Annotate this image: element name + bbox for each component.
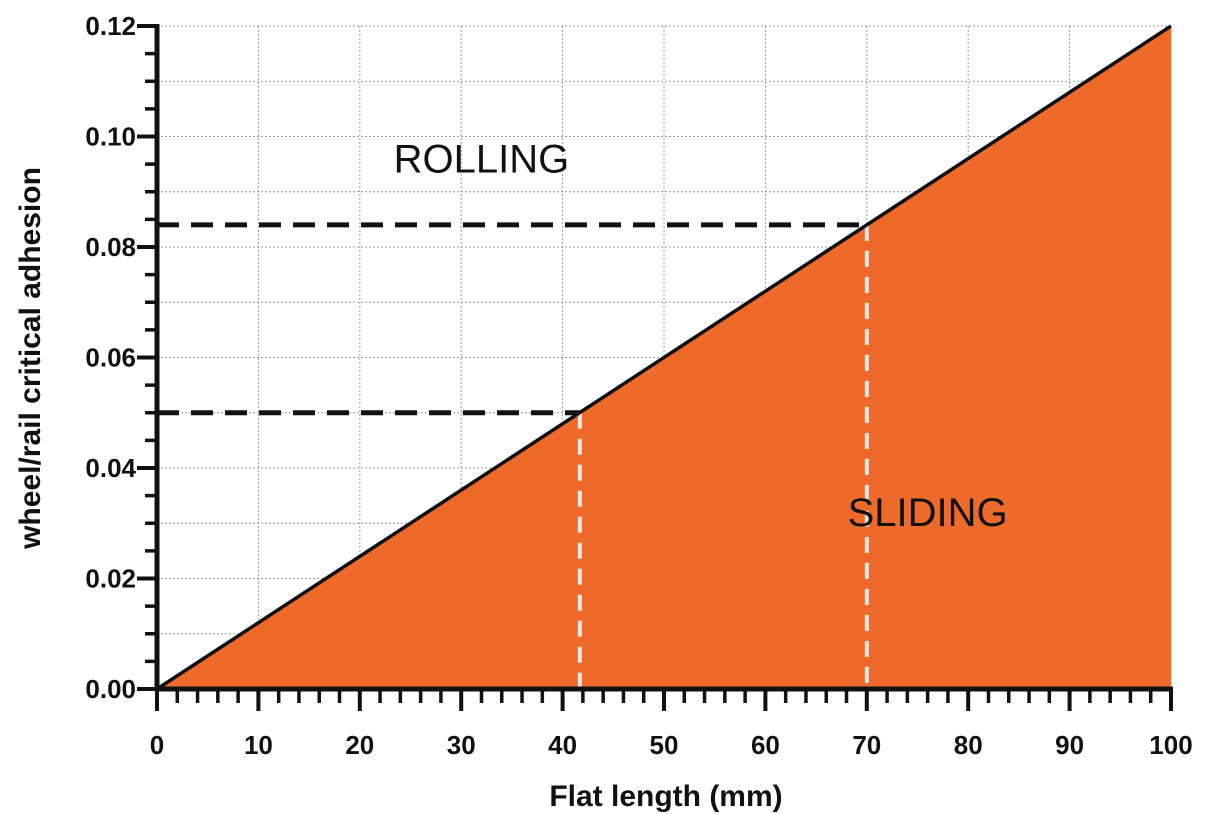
- x-tick-label: 30: [447, 730, 476, 760]
- x-tick-label: 40: [548, 730, 577, 760]
- y-tick-label: 0.04: [85, 453, 136, 483]
- x-tick-label: 90: [1055, 730, 1084, 760]
- x-tick-label: 0: [150, 730, 164, 760]
- ticks: [137, 24, 1173, 711]
- x-axis-title: Flat length (mm): [549, 780, 782, 813]
- x-tick-label: 10: [244, 730, 273, 760]
- x-tick-label: 100: [1149, 730, 1192, 760]
- y-tick-label: 0.12: [85, 11, 136, 41]
- rolling-region-label: ROLLING: [394, 138, 570, 182]
- y-tick-labels: 0.00 0.02 0.04 0.06 0.08 0.10 0.12: [85, 11, 136, 704]
- y-tick-label: 0.06: [85, 343, 136, 373]
- sliding-region-label: SLIDING: [848, 491, 1008, 535]
- x-tick-label: 60: [751, 730, 780, 760]
- x-tick-label: 50: [650, 730, 679, 760]
- y-tick-label: 0.08: [85, 232, 136, 262]
- reference-lines: [157, 222, 869, 689]
- y-tick-label: 0.10: [85, 122, 136, 152]
- x-tick-labels: 0 10 20 30 40 50 60 70 80 90 100: [150, 730, 1193, 760]
- y-tick-label: 0.02: [85, 564, 136, 594]
- y-tick-label: 0.00: [85, 674, 136, 704]
- critical-adhesion-line: [156, 24, 1172, 691]
- x-tick-label: 80: [954, 730, 983, 760]
- y-axis-title: wheel/rail critical adhesion: [14, 167, 47, 550]
- x-tick-label: 70: [852, 730, 881, 760]
- x-tick-label: 20: [345, 730, 374, 760]
